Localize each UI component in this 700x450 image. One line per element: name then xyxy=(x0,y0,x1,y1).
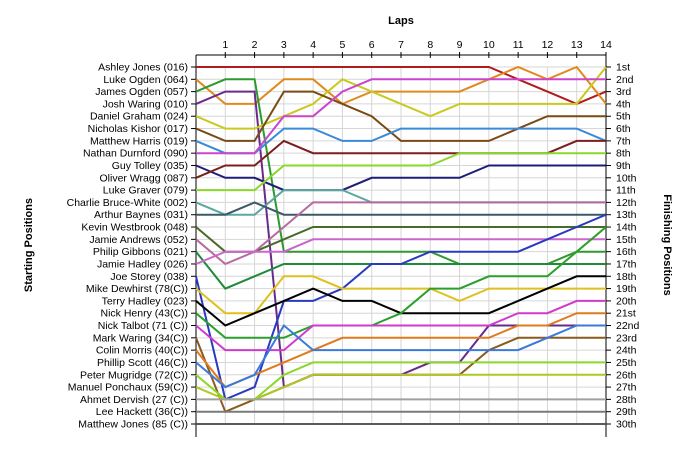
driver-label: Daniel Graham (024) xyxy=(90,111,188,123)
driver-position-line xyxy=(195,127,607,155)
driver-label: Ashley Jones (016) xyxy=(98,62,188,74)
driver-label: Arthur Baynes (031) xyxy=(94,209,188,221)
finish-position-label: 20th xyxy=(616,295,637,307)
finish-position-label: 7th xyxy=(616,135,631,147)
y-axis-title: Starting Positions xyxy=(23,198,35,292)
driver-position-line xyxy=(195,299,606,352)
driver-label: Ahmet Dervish (27 (C)) xyxy=(80,394,188,406)
finish-position-label: 18th xyxy=(616,271,637,283)
driver-position-line xyxy=(195,275,606,315)
driver-label: Jamie Andrews (052) xyxy=(89,234,188,246)
finish-position-label: 30th xyxy=(616,419,637,431)
driver-position-line xyxy=(195,90,606,142)
driver-label: Lee Hackett (36(C)) xyxy=(96,406,188,418)
x-tick-label: 2 xyxy=(252,39,258,51)
driver-label: Josh Waring (010) xyxy=(103,98,188,110)
finish-position-label: 8th xyxy=(616,148,631,160)
driver-label: Terry Hadley (023) xyxy=(102,295,188,307)
driver-label: Jamie Hadley (026) xyxy=(97,258,188,270)
finish-position-label: 4th xyxy=(616,98,631,110)
driver-label: Nick Henry (43(C)) xyxy=(100,308,188,320)
driver-position-line xyxy=(195,373,606,401)
finish-position-label: 19th xyxy=(616,283,637,295)
axes xyxy=(191,52,611,437)
driver-label: Nicholas Kishor (017) xyxy=(88,123,188,135)
driver-label: James Ogden (057) xyxy=(95,86,188,98)
finish-position-label: 3rd xyxy=(616,86,631,98)
finish-position-label: 27th xyxy=(616,382,637,394)
finish-position-label: 21st xyxy=(616,308,636,320)
finish-position-label: 11th xyxy=(616,185,636,197)
finish-position-label: 17th xyxy=(616,258,637,270)
driver-position-line xyxy=(196,201,606,216)
finish-position-label: 14th xyxy=(616,222,637,234)
driver-position-line xyxy=(195,361,606,401)
finish-position-label: 10th xyxy=(616,172,637,184)
x-tick-label: 11 xyxy=(513,39,524,51)
finish-position-label: 13th xyxy=(616,209,637,221)
driver-label: Phillip Scott (46(C)) xyxy=(97,357,188,369)
series-lines xyxy=(195,65,607,425)
driver-label: Oliver Wragg (087) xyxy=(99,172,188,184)
driver-label: Colin Morris (40(C)) xyxy=(96,345,188,357)
x-tick-label: 13 xyxy=(571,39,583,51)
driver-position-line xyxy=(195,226,606,253)
finish-position-label: 26th xyxy=(616,369,637,381)
driver-label: Luke Graver (079) xyxy=(103,185,188,197)
driver-position-line xyxy=(195,226,607,339)
finish-position-label: 25th xyxy=(616,357,637,369)
finish-position-label: 9th xyxy=(616,160,631,172)
x-tick-label: 10 xyxy=(483,39,495,51)
driver-label: Kevin Westbrook (048) xyxy=(81,222,188,234)
driver-position-line xyxy=(196,152,606,192)
finish-position-label: 22nd xyxy=(616,320,640,332)
driver-label: Luke Ogden (064) xyxy=(103,74,188,86)
driver-position-line xyxy=(195,238,606,265)
driver-label: Matthew Jones (85 (C)) xyxy=(78,419,188,431)
driver-label: Mike Dewhirst (78(C)) xyxy=(86,283,188,295)
finish-position-label: 24th xyxy=(616,345,637,357)
x-tick-label: 12 xyxy=(542,39,554,51)
driver-label: Joe Storey (038) xyxy=(110,271,188,283)
driver-label: Mark Waring (34(C)) xyxy=(93,332,188,344)
driver-label: Guy Tolley (035) xyxy=(112,160,188,172)
driver-label: Nathan Durnford (090) xyxy=(83,148,188,160)
finish-position-label: 12th xyxy=(616,197,637,209)
driver-position-line xyxy=(196,66,607,105)
y2-axis-title: Finishing Positions xyxy=(661,194,673,295)
finish-position-label: 15th xyxy=(616,234,637,246)
x-tick-label: 9 xyxy=(457,39,463,51)
x-tick-label: 6 xyxy=(369,39,375,51)
driver-position-line xyxy=(196,78,606,155)
finish-position-label: 6th xyxy=(616,123,631,135)
driver-position-line xyxy=(195,201,606,266)
driver-position-line xyxy=(195,323,606,389)
driver-label: Philip Gibbons (021) xyxy=(93,246,188,258)
driver-label: Nick Talbot (71 (C)) xyxy=(98,320,188,332)
driver-position-line xyxy=(195,65,607,106)
finish-position-label: 16th xyxy=(616,246,637,258)
x-tick-label: 8 xyxy=(427,39,433,51)
x-axis-title: Laps xyxy=(388,15,414,27)
finish-position-label: 2nd xyxy=(616,74,634,86)
driver-position-line xyxy=(195,312,606,389)
x-tick-label: 3 xyxy=(281,39,287,51)
driver-label: Manuel Ponchaux (59(C)) xyxy=(68,382,188,394)
finish-position-label: 28th xyxy=(616,394,637,406)
x-tick-label: 1 xyxy=(222,39,228,51)
finish-position-label: 23rd xyxy=(616,332,637,344)
x-tick-label: 14 xyxy=(600,39,612,51)
finish-position-label: 1st xyxy=(616,62,630,74)
driver-label: Charlie Bruce-White (002) xyxy=(67,197,188,209)
driver-label: Peter Mugridge (72(C)) xyxy=(80,369,188,381)
driver-label: Matthew Harris (019) xyxy=(90,135,188,147)
x-tick-label: 4 xyxy=(310,39,316,51)
x-tick-label: 5 xyxy=(340,39,346,51)
x-tick-label: 7 xyxy=(398,39,404,51)
finish-position-label: 29th xyxy=(616,406,637,418)
finish-position-label: 5th xyxy=(616,111,631,123)
